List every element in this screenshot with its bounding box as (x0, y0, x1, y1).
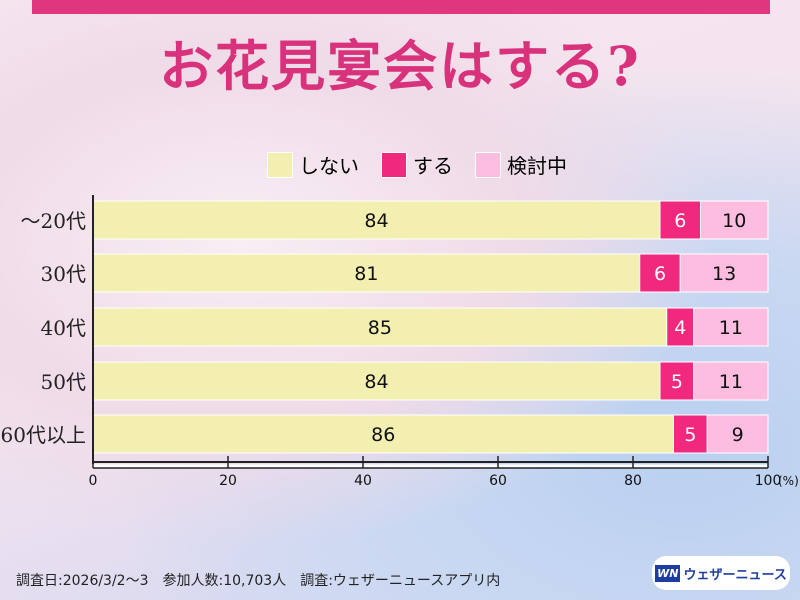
legend-item-kentou: 検討中 (475, 150, 567, 179)
top-bar (32, 0, 770, 14)
legend-swatch (475, 151, 501, 178)
x-tick-label: 20 (219, 473, 237, 489)
bar-segment (679, 253, 769, 293)
data-label: 10 (722, 210, 746, 232)
data-label: 4 (674, 317, 686, 339)
category-label: 〜20代 (21, 209, 86, 233)
data-label: 81 (354, 263, 378, 285)
bar-segment (700, 200, 769, 240)
bar-segment (706, 414, 769, 454)
footer-note: 調査日:2026/3/2〜3 参加人数:10,703人 調査:ウェザーニュースア… (16, 573, 501, 589)
chart-title: お花見宴会はする? (159, 34, 641, 98)
x-tick-label: 80 (624, 473, 642, 489)
legend-label: しない (299, 154, 359, 178)
legend-label: 検討中 (507, 154, 567, 178)
data-label: 11 (719, 371, 743, 393)
data-label: 11 (719, 317, 743, 339)
logo-mark: WN (655, 564, 681, 582)
bar-segment (92, 200, 661, 240)
data-label: 6 (654, 263, 666, 285)
data-label: 86 (371, 424, 395, 446)
bar-segment (659, 200, 701, 240)
data-label: 13 (712, 263, 736, 285)
x-unit-label: (%) (778, 474, 799, 488)
bar-segment (693, 361, 769, 401)
x-tick-label: 0 (89, 473, 98, 489)
data-label: 5 (684, 424, 696, 446)
bar-segment (666, 307, 695, 347)
bar-segment (92, 253, 641, 293)
legend-label: する (413, 154, 453, 178)
data-label: 85 (368, 317, 392, 339)
legend-swatch (267, 151, 293, 178)
bar-segment (673, 414, 708, 454)
bar-segment (693, 307, 769, 347)
legend-item-suru: する (381, 150, 453, 179)
weathernews-logo: WN ウェザーニュース (652, 556, 790, 590)
x-tick-label: 100 (755, 473, 782, 489)
bar-segment (659, 361, 695, 401)
data-label: 84 (364, 371, 388, 393)
data-label: 9 (732, 424, 744, 446)
x-tick-label: 40 (354, 473, 372, 489)
bar-segment (92, 361, 661, 401)
bar-segment (92, 414, 674, 454)
legend-item-shinai: しない (267, 150, 359, 179)
legend: しない する 検討中 (267, 150, 567, 179)
data-label: 6 (674, 210, 686, 232)
data-label: 84 (364, 210, 388, 232)
category-label: 60代以上 (1, 423, 86, 447)
data-label: 5 (671, 371, 683, 393)
x-tick-label: 60 (489, 473, 507, 489)
legend-swatch (381, 151, 407, 178)
category-label: 50代 (41, 370, 86, 394)
category-label: 30代 (41, 262, 86, 286)
category-label: 40代 (41, 316, 86, 340)
logo-text: ウェザーニュース (683, 567, 787, 583)
